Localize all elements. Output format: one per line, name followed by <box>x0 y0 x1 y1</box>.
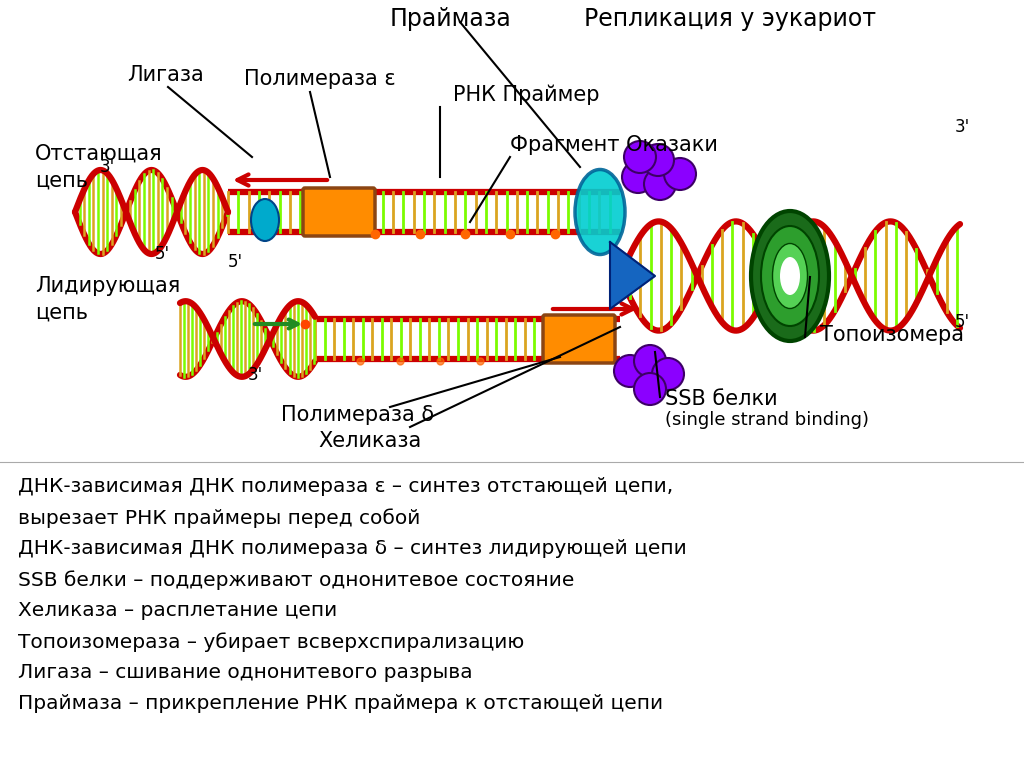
Circle shape <box>652 358 684 390</box>
Text: Праймаза: Праймаза <box>389 7 511 31</box>
Text: ДНК-зависимая ДНК полимераза δ – синтез лидирующей цепи: ДНК-зависимая ДНК полимераза δ – синтез … <box>18 539 687 558</box>
Ellipse shape <box>780 257 800 295</box>
Ellipse shape <box>751 211 829 341</box>
Text: (single strand binding): (single strand binding) <box>665 411 869 429</box>
Text: Отстающая
цепь: Отстающая цепь <box>35 143 163 190</box>
Text: Полимераза δ: Полимераза δ <box>282 405 434 425</box>
Circle shape <box>622 161 654 193</box>
Circle shape <box>614 355 646 387</box>
Text: Полимераза ε: Полимераза ε <box>244 69 396 89</box>
Text: 5': 5' <box>155 245 170 263</box>
Text: 5': 5' <box>955 313 970 331</box>
Text: Праймаза – прикрепление РНК праймера к отстающей цепи: Праймаза – прикрепление РНК праймера к о… <box>18 694 664 713</box>
Circle shape <box>644 168 676 200</box>
Text: Хеликаза: Хеликаза <box>318 431 422 451</box>
Ellipse shape <box>251 199 279 241</box>
Circle shape <box>634 345 666 377</box>
Text: Лидирующая
цепь: Лидирующая цепь <box>35 276 180 322</box>
Circle shape <box>624 141 656 173</box>
FancyBboxPatch shape <box>303 188 375 236</box>
Circle shape <box>664 158 696 190</box>
Text: Топоизомераза – убирает всверхспирализацию: Топоизомераза – убирает всверхспирализац… <box>18 632 524 652</box>
Text: 3': 3' <box>248 366 263 384</box>
Text: SSB белки – поддерживают однонитевое состояние: SSB белки – поддерживают однонитевое сос… <box>18 570 574 590</box>
Polygon shape <box>610 242 655 309</box>
Text: 3': 3' <box>100 158 116 176</box>
Text: Репликация у эукариот: Репликация у эукариот <box>584 7 877 31</box>
Text: 5': 5' <box>228 253 243 271</box>
Text: вырезает РНК праймеры перед собой: вырезает РНК праймеры перед собой <box>18 508 421 528</box>
Text: Хеликаза – расплетание цепи: Хеликаза – расплетание цепи <box>18 601 337 620</box>
Text: Лигаза – сшивание однонитевого разрыва: Лигаза – сшивание однонитевого разрыва <box>18 663 473 682</box>
Circle shape <box>634 373 666 405</box>
Ellipse shape <box>575 170 625 255</box>
Text: 3': 3' <box>955 118 971 136</box>
Text: РНК Праймер: РНК Праймер <box>453 84 599 105</box>
Circle shape <box>642 144 674 176</box>
Text: Топоизомера: Топоизомера <box>820 325 964 345</box>
Text: Фрагмент Оказаки: Фрагмент Оказаки <box>510 135 718 155</box>
Ellipse shape <box>772 243 808 308</box>
Text: ДНК-зависимая ДНК полимераза ε – синтез отстающей цепи,: ДНК-зависимая ДНК полимераза ε – синтез … <box>18 477 673 496</box>
Text: SSB белки: SSB белки <box>665 389 777 409</box>
Ellipse shape <box>761 226 819 326</box>
FancyBboxPatch shape <box>543 315 615 363</box>
Text: Лигаза: Лигаза <box>127 65 204 85</box>
